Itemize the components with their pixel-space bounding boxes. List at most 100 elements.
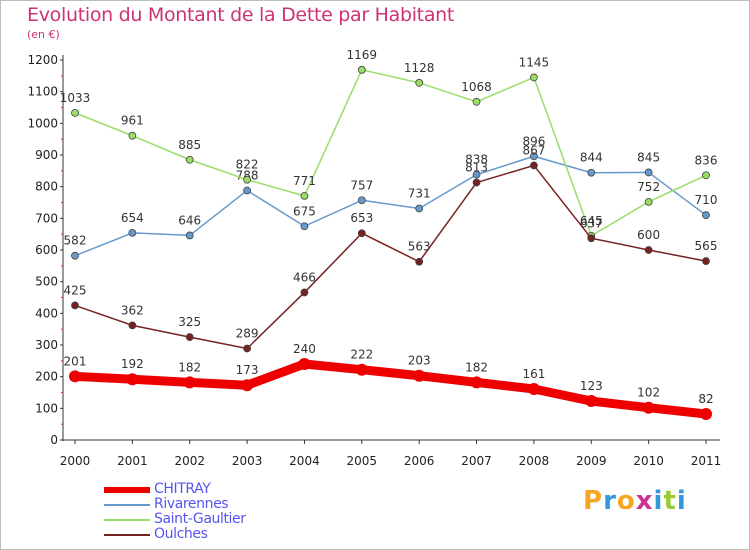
data-point <box>243 175 251 184</box>
x-tick-label: 2005 <box>347 454 378 468</box>
data-label: 563 <box>408 240 431 254</box>
data-point <box>702 171 710 180</box>
legend-swatch-saint-gaultier <box>104 519 150 521</box>
legend-item-oulches: Oulches <box>104 526 304 543</box>
data-label: 710 <box>695 193 718 207</box>
data-label: 752 <box>637 180 660 194</box>
data-point <box>300 222 309 231</box>
data-point <box>700 408 712 421</box>
data-point <box>128 131 137 140</box>
y-tick-label: 600 <box>35 243 58 257</box>
y-tick-label: 800 <box>35 180 58 194</box>
data-point <box>300 288 309 297</box>
data-point <box>415 204 424 213</box>
data-label: 646 <box>178 213 201 227</box>
data-point <box>243 344 251 353</box>
data-label: 1128 <box>404 61 435 75</box>
data-label: 645 <box>580 214 603 228</box>
data-label: 466 <box>293 270 316 284</box>
data-label: 582 <box>64 234 87 248</box>
data-point <box>243 186 251 195</box>
data-label: 896 <box>522 134 545 148</box>
data-label: 161 <box>522 367 545 381</box>
data-point <box>241 379 254 392</box>
data-point <box>183 376 196 389</box>
data-label: 600 <box>637 228 660 242</box>
legend-item-chitray: CHITRAY <box>104 481 304 498</box>
data-point <box>644 197 653 206</box>
data-label: 654 <box>121 211 144 225</box>
data-label: 1169 <box>347 48 378 62</box>
data-label: 82 <box>698 392 713 406</box>
data-point <box>587 168 596 177</box>
data-label: 822 <box>236 158 259 172</box>
data-point <box>472 170 481 179</box>
y-tick-label: 1000 <box>27 116 58 130</box>
data-label: 1145 <box>519 55 550 69</box>
data-point <box>71 301 79 310</box>
data-label: 885 <box>178 138 201 152</box>
data-point <box>530 161 538 170</box>
legend-item-saint-gaultier: Saint-Gaultier <box>104 511 304 528</box>
legend-item-rivarennes: Rivarennes <box>104 496 304 513</box>
series-line-saint-gaultier <box>74 69 707 237</box>
data-point <box>644 246 653 254</box>
data-point <box>644 168 653 177</box>
data-label: 1068 <box>461 80 492 94</box>
data-label: 222 <box>350 348 373 362</box>
data-label: 425 <box>64 283 87 297</box>
data-label: 771 <box>293 174 316 188</box>
y-tick-label: 0 <box>50 433 58 447</box>
data-label: 182 <box>178 360 201 374</box>
data-point <box>185 333 194 341</box>
x-tick-label: 2010 <box>633 454 664 468</box>
legend-label-saint-gaultier: Saint-Gaultier <box>154 511 246 527</box>
data-point <box>298 358 311 370</box>
logo-letter: t <box>663 486 677 516</box>
data-point <box>415 78 424 87</box>
data-point <box>415 257 424 266</box>
data-point <box>128 228 137 237</box>
y-tick-label: 1100 <box>27 85 58 99</box>
data-point <box>585 395 598 408</box>
data-point <box>702 257 710 265</box>
data-label: 836 <box>695 153 718 167</box>
data-point <box>587 234 596 243</box>
y-tick-label: 200 <box>35 370 58 384</box>
y-tick-label: 400 <box>35 306 58 320</box>
data-label: 845 <box>637 150 660 164</box>
data-point <box>185 155 194 164</box>
logo-letter: x <box>635 486 654 516</box>
x-tick-label: 2011 <box>691 454 722 468</box>
legend-label-chitray: CHITRAY <box>154 481 211 497</box>
data-label: 289 <box>236 326 259 340</box>
data-point <box>530 152 538 161</box>
x-tick-label: 2002 <box>174 454 205 468</box>
proxiti-logo: Proxiti <box>583 486 687 516</box>
data-point <box>357 196 366 205</box>
data-point <box>126 373 139 386</box>
logo-letter: r <box>603 486 617 516</box>
data-point <box>642 401 655 414</box>
data-label: 731 <box>408 187 431 201</box>
data-label: 325 <box>178 315 201 329</box>
data-point <box>357 65 366 74</box>
data-label: 565 <box>695 239 718 253</box>
legend-swatch-chitray <box>104 487 150 493</box>
data-point <box>702 211 710 220</box>
y-tick-label: 500 <box>35 275 58 289</box>
data-label: 637 <box>580 216 603 230</box>
legend-swatch-rivarennes <box>104 504 150 506</box>
data-label: 961 <box>121 114 144 128</box>
data-label: 867 <box>522 143 545 157</box>
data-label: 203 <box>408 354 431 368</box>
chart-title: Evolution du Montant de la Dette par Hab… <box>27 4 455 26</box>
data-point <box>357 229 366 238</box>
x-tick-label: 2006 <box>404 454 435 468</box>
series-line-rivarennes <box>74 155 707 257</box>
y-tick-label: 100 <box>35 401 58 415</box>
x-tick-label: 2003 <box>232 454 263 468</box>
data-label: 844 <box>580 151 603 165</box>
x-tick-label: 2008 <box>519 454 550 468</box>
